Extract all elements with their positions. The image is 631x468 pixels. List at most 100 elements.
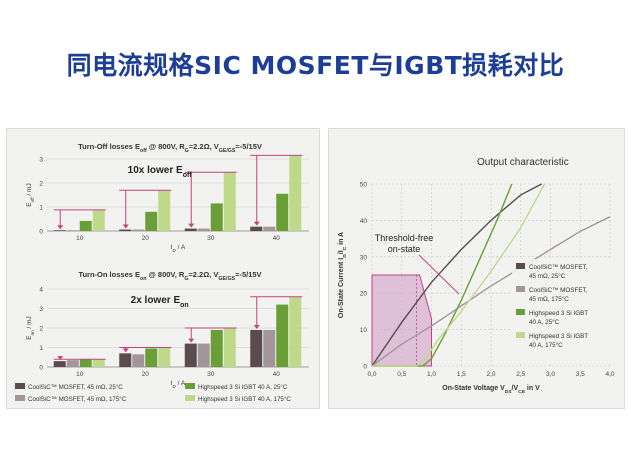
y-tick-label: 2: [39, 181, 43, 188]
y-axis-label: Eon / mJ: [26, 316, 35, 340]
legend-label: CoolSiC™ MOSFET,: [529, 287, 588, 294]
legend-label: Highspeed 3 Si IGBT: [529, 333, 588, 340]
loss-bar-charts: Turn-Off losses Eoff @ 800V, RG=2.2Ω, VG…: [15, 142, 309, 403]
bar: [197, 343, 210, 367]
bar: [145, 211, 158, 231]
bar: [66, 230, 79, 231]
legend-label: CoolSiC™ MOSFET, 45 mΩ, 175°C: [28, 396, 127, 403]
legend-label: 40 A, 175°C: [529, 341, 563, 349]
legend-swatch: [15, 395, 25, 401]
y-tick-label: 10: [360, 327, 368, 334]
chart-title: Turn-On losses Eon @ 800V, RG=2.2Ω, VGE/…: [78, 270, 261, 282]
bar: [197, 228, 210, 231]
chart-annotation: Threshold-free: [375, 233, 434, 243]
y-tick-label: 3: [39, 306, 43, 313]
y-tick-label: 50: [360, 182, 368, 189]
bar: [184, 228, 197, 231]
bar: [92, 209, 105, 231]
bar: [223, 328, 236, 367]
bar: [210, 329, 223, 367]
arrow-head: [188, 223, 195, 228]
x-tick-label: 1,5: [457, 371, 466, 378]
legend-swatch: [516, 309, 525, 315]
bar: [132, 229, 145, 231]
bar: [158, 190, 171, 231]
x-axis-label: ID / A: [171, 244, 186, 253]
arrow-head: [253, 221, 260, 226]
x-tick-label: 4,0: [605, 371, 614, 378]
legend-label: 40 A, 25°C: [529, 318, 560, 326]
legend-label: CoolSiC™ MOSFET,: [529, 264, 588, 271]
bar: [119, 353, 132, 367]
series-line: [372, 183, 513, 367]
x-tick-label: 3,5: [576, 371, 585, 378]
legend-label: Highspeed 3 Si IGBT 40 A, 25°C: [198, 384, 288, 391]
x-tick-label: 30: [207, 371, 215, 378]
x-tick-label: 20: [142, 371, 150, 378]
legend-swatch: [15, 383, 25, 389]
legend-swatch: [516, 286, 525, 292]
legend-swatch: [185, 395, 195, 401]
y-tick-label: 1: [39, 205, 43, 212]
legend-swatch: [516, 263, 525, 269]
x-tick-label: 0,0: [367, 371, 376, 378]
legend-label: CoolSiC™ MOSFET, 45 mΩ, 25°C: [28, 384, 123, 391]
bar: [184, 343, 197, 367]
x-tick-label: 40: [273, 371, 281, 378]
legend-label: Highspeed 3 Si IGBT: [529, 310, 588, 317]
bar: [92, 359, 105, 367]
chart-title: Output characteristic: [477, 157, 569, 168]
bar: [223, 172, 236, 231]
chart-annotation: 10x lower Eoff: [128, 165, 193, 179]
y-tick-label: 2: [39, 326, 43, 333]
bar: [250, 226, 263, 231]
y-axis-label: On-State Current ID/IC in A: [338, 232, 348, 318]
x-axis-label: ID / A: [171, 380, 186, 389]
annotation-pointer: [418, 254, 460, 295]
bar: [132, 354, 145, 367]
page-title: 同电流规格SIC MOSFET与IGBT损耗对比: [66, 51, 565, 80]
bar: [79, 359, 92, 367]
y-tick-label: 0: [39, 365, 43, 372]
y-tick-label: 1: [39, 345, 43, 352]
output-characteristic-chart: Output characteristic 0,0 0,5 1,0 1,5 2,0 2,5 3…: [338, 157, 615, 395]
x-tick-label: 40: [273, 235, 281, 242]
bar: [263, 226, 276, 231]
y-tick-label: 20: [360, 291, 368, 298]
legend-swatch: [516, 332, 525, 338]
x-tick-label: 20: [142, 235, 150, 242]
bar: [53, 230, 66, 231]
x-tick-label: 2,5: [516, 371, 525, 378]
bar: [210, 203, 223, 231]
line-chart: Output characteristic 0,0 0,5 1,0 1,5 2,0 2,5 3…: [338, 157, 615, 395]
arrow-head: [57, 225, 64, 230]
y-tick-label: 3: [39, 157, 43, 164]
bar: [145, 348, 158, 367]
bar-legend: CoolSiC™ MOSFET, 45 mΩ, 25°C CoolSiC™ MOS…: [15, 383, 291, 403]
series-line: [371, 216, 611, 367]
x-tick-label: 10: [76, 235, 84, 242]
arrow-head: [122, 224, 129, 229]
x-tick-label: 0,5: [397, 371, 406, 378]
bar: [276, 304, 289, 367]
chart-title: Turn-Off losses Eoff @ 800V, RG=2.2Ω, VG…: [78, 142, 262, 154]
loss-comparison-panel: Turn-Off losses Eoff @ 800V, RG=2.2Ω, VG…: [6, 128, 320, 409]
chart-annotation: on-state: [388, 244, 421, 254]
legend-label: 45 mΩ, 175°C: [529, 295, 569, 303]
legend-label: 45 mΩ, 25°C: [529, 272, 566, 280]
arrow-head: [188, 338, 195, 343]
y-tick-label: 40: [360, 218, 368, 225]
legend-label: Highspeed 3 Si IGBT 40 A, 175°C: [198, 396, 291, 403]
bar: [53, 361, 66, 367]
y-tick-label: 0: [39, 229, 43, 236]
x-tick-label: 10: [76, 371, 84, 378]
y-tick-label: 4: [39, 287, 43, 294]
bar-chart: Turn-On losses Eon @ 800V, RG=2.2Ω, VGE/…: [26, 270, 309, 389]
legend-box: [512, 259, 612, 363]
output-characteristic-panel: Output characteristic 0,0 0,5 1,0 1,5 2,0 2,5 3…: [328, 128, 625, 409]
bar: [66, 360, 79, 367]
arrow-head: [253, 324, 260, 329]
bar: [263, 329, 276, 367]
y-tick-label: 0: [363, 364, 367, 371]
